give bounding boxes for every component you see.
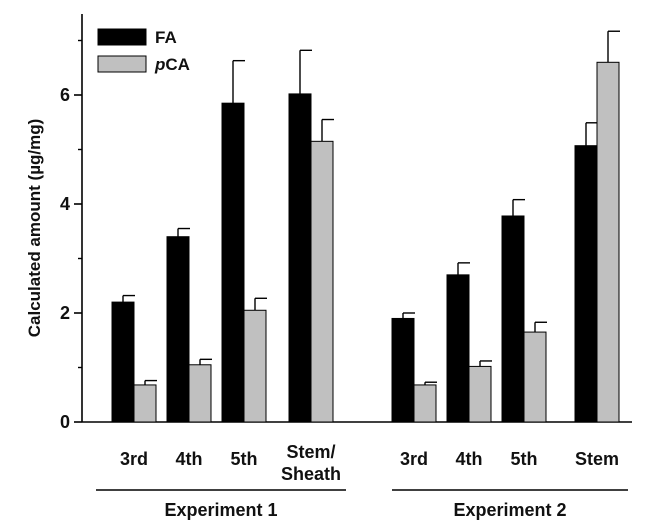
- x-tick-label: 5th: [231, 449, 258, 469]
- group-label: Experiment 2: [453, 500, 566, 520]
- x-tick-label: 4th: [456, 449, 483, 469]
- y-tick-label: 4: [60, 194, 70, 214]
- group-label: Experiment 1: [164, 500, 277, 520]
- legend-label: FA: [155, 28, 177, 47]
- bar-pca: [310, 140, 334, 423]
- x-tick-label: 4th: [176, 449, 203, 469]
- bar-fa: [221, 102, 245, 423]
- labels-layer: 0 2 4 6 Calculated amount (µg/mg) 3rd 4th 5th St…: [25, 85, 619, 520]
- legend: FA pCA: [97, 28, 190, 74]
- bar-pca: [133, 384, 157, 423]
- legend-label: pCA: [154, 55, 190, 74]
- bar-pca: [523, 331, 547, 423]
- x-tick-label: 5th: [511, 449, 538, 469]
- bar-fa: [288, 93, 312, 423]
- x-tick-label: 3rd: [400, 449, 428, 469]
- axes-layer: [74, 14, 632, 491]
- bar-fa: [574, 145, 598, 423]
- bar-pca: [243, 309, 267, 423]
- y-axis-title: Calculated amount (µg/mg): [25, 119, 44, 338]
- legend-swatch: [97, 55, 147, 73]
- legend-swatch: [97, 28, 147, 46]
- bar-pca: [188, 364, 212, 423]
- y-tick-label: 2: [60, 303, 70, 323]
- bar-pca: [596, 61, 620, 423]
- x-tick-label: Stem: [575, 449, 619, 469]
- bar-fa: [501, 215, 525, 423]
- bar-fa: [446, 274, 470, 423]
- x-tick-label: Stem/Sheath: [281, 442, 341, 484]
- bar-fa: [391, 317, 415, 423]
- x-tick-label: 3rd: [120, 449, 148, 469]
- y-tick-label: 0: [60, 412, 70, 432]
- bar-fa: [111, 301, 135, 423]
- bar-pca: [468, 365, 492, 423]
- bar-pca: [413, 384, 437, 423]
- bars-layer: [111, 30, 620, 423]
- bar-fa: [166, 236, 190, 423]
- y-tick-label: 6: [60, 85, 70, 105]
